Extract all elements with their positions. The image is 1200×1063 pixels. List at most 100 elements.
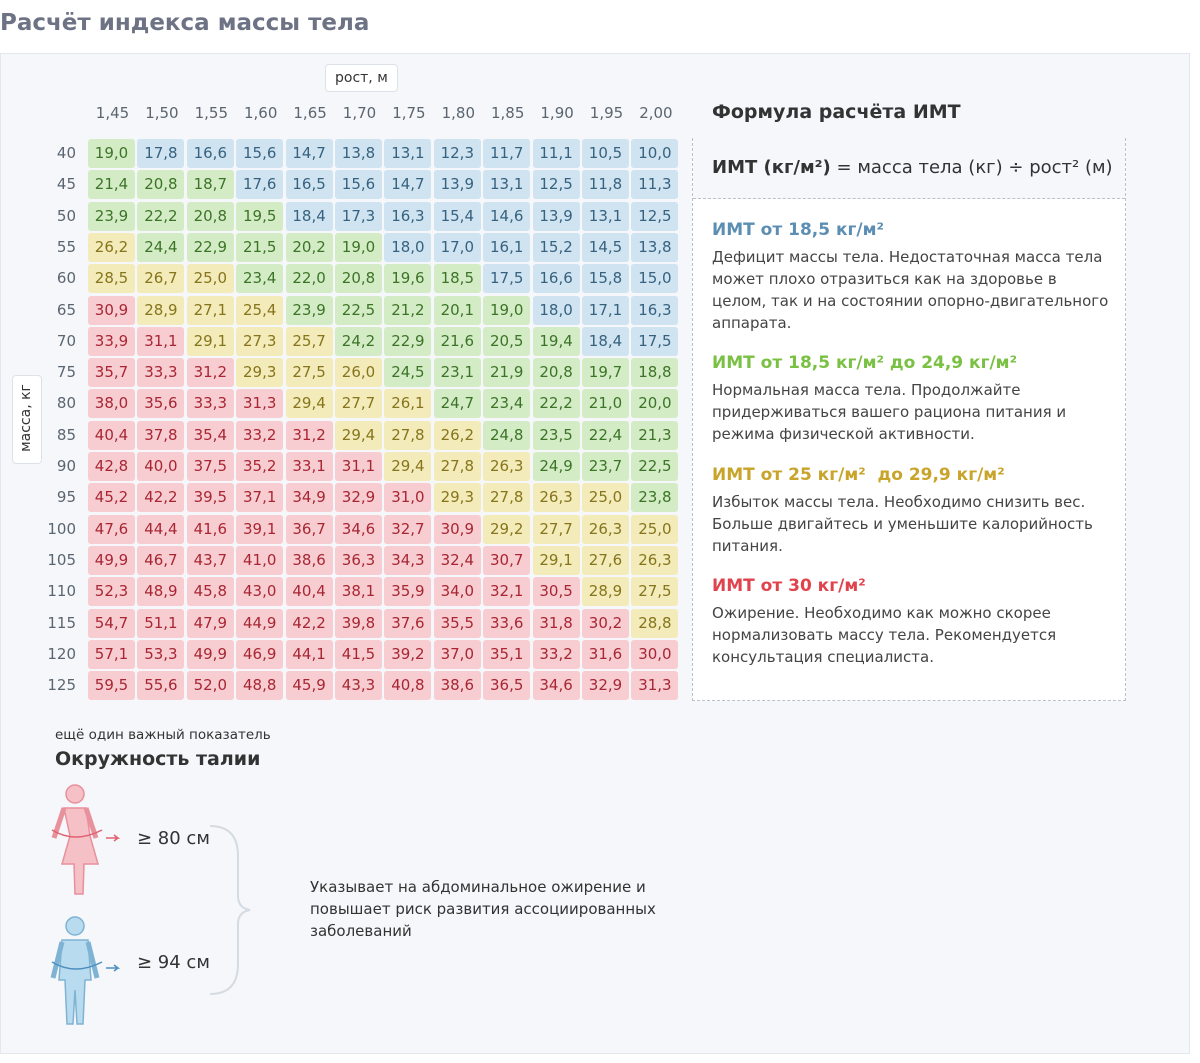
bmi-cell: 45,8 (186, 577, 234, 607)
bmi-cell: 51,1 (137, 608, 185, 638)
bmi-cell: 27,5 (631, 577, 679, 607)
bmi-cell: 25,0 (631, 514, 679, 544)
bmi-cell: 35,2 (236, 452, 284, 481)
bmi-cell: 16,6 (186, 139, 234, 168)
bmi-cell: 36,5 (483, 671, 531, 701)
bmi-cell: 28,9 (582, 577, 629, 607)
bmi-cell: 26,3 (582, 514, 629, 544)
bmi-cell: 13,1 (582, 201, 629, 231)
bmi-cell: 31,2 (285, 420, 333, 450)
bmi-cell: 34,6 (335, 514, 382, 544)
bmi-cell: 18,5 (433, 264, 481, 294)
bmi-cell: 48,8 (236, 671, 284, 701)
bmi-cell: 44,1 (285, 639, 333, 669)
bmi-cell: 43,3 (335, 671, 382, 701)
bmi-cell: 29,1 (186, 326, 234, 356)
bmi-cell: 39,1 (236, 514, 284, 544)
bmi-cell: 22,5 (335, 295, 382, 325)
bmi-cell: 18,0 (384, 232, 432, 262)
bmi-cell: 15,2 (532, 232, 580, 262)
bmi-cell: 45,9 (285, 671, 333, 701)
category-title: ИМТ от 25 кг/м² до 29,9 кг/м² (712, 465, 1005, 485)
bmi-cell: 31,1 (335, 452, 382, 481)
bmi-cell: 15,6 (335, 170, 382, 200)
row-header: 105 (47, 550, 76, 569)
bmi-cell: 40,4 (88, 420, 135, 450)
bmi-cell: 15,0 (631, 264, 679, 294)
bmi-cell: 21,0 (582, 389, 629, 419)
column-header: 1,90 (540, 104, 574, 122)
column-header: 1,50 (145, 104, 179, 122)
bmi-cell: 34,0 (433, 577, 481, 607)
bmi-cell: 33,9 (88, 326, 135, 356)
bmi-cell: 23,4 (483, 389, 531, 419)
bmi-cell: 18,4 (582, 326, 629, 356)
row-header: 85 (56, 425, 76, 444)
bmi-cell: 17,5 (631, 326, 679, 356)
bmi-cell: 18,4 (285, 201, 333, 231)
bmi-cell: 29,3 (433, 483, 481, 513)
bmi-cell: 24,4 (137, 232, 185, 262)
bmi-cell: 29,4 (335, 420, 382, 450)
bmi-cell: 46,9 (236, 639, 284, 669)
bmi-cell: 20,8 (532, 358, 580, 388)
category: ИМТ от 30 кг/м² Ожирение. Необходимо как … (712, 576, 1112, 668)
bmi-cell: 29,2 (483, 514, 531, 544)
bmi-cell: 26,3 (631, 545, 679, 575)
bmi-cell: 26,0 (335, 358, 382, 388)
bmi-cell: 35,1 (483, 639, 531, 669)
bmi-cell: 20,1 (433, 295, 481, 325)
row-header: 50 (56, 206, 76, 225)
bmi-cell: 24,2 (335, 326, 382, 356)
category-text: Ожирение. Необходимо как можно скорее но… (712, 604, 1057, 666)
row-header: 40 (56, 144, 76, 162)
bmi-cell: 36,3 (335, 545, 382, 575)
bmi-cell: 57,1 (88, 639, 135, 669)
bmi-cell: 25,4 (236, 295, 284, 325)
bmi-cell: 27,6 (582, 545, 629, 575)
bmi-cell: 19,0 (483, 295, 531, 325)
bmi-cell: 41,5 (335, 639, 382, 669)
bmi-cell: 34,9 (285, 483, 333, 513)
bmi-cell: 32,9 (335, 483, 382, 513)
bmi-cell: 20,2 (285, 232, 333, 262)
bmi-cell: 11,8 (582, 170, 629, 200)
formula-box (693, 138, 1125, 199)
bmi-cell: 23,5 (532, 420, 580, 450)
bmi-cell: 43,7 (186, 545, 234, 575)
bmi-cell: 24,5 (384, 358, 432, 388)
bmi-cell: 44,9 (236, 608, 284, 638)
bmi-cell: 38,6 (285, 545, 333, 575)
x-axis-label: рост, м (325, 64, 398, 92)
bmi-cell: 19,5 (236, 201, 284, 231)
row-header: 70 (56, 331, 76, 350)
bmi-cell: 52,3 (88, 577, 135, 607)
bmi-cell: 20,8 (186, 201, 234, 231)
bmi-cell: 13,1 (483, 170, 531, 200)
bmi-cell: 17,3 (335, 201, 382, 231)
waist-title: Окружность талии (55, 748, 261, 770)
bmi-cell: 33,1 (285, 452, 333, 481)
bmi-cell: 27,8 (483, 483, 531, 513)
bmi-cell: 22,9 (186, 232, 234, 262)
bmi-cell: 30,7 (483, 545, 531, 575)
info-title: Формула расчёта ИМТ (712, 101, 961, 123)
bmi-cell: 27,7 (532, 514, 580, 544)
bmi-cell: 16,6 (532, 264, 580, 294)
bmi-cell: 17,0 (433, 232, 481, 262)
bmi-cell: 38,6 (433, 671, 481, 701)
bmi-cell: 16,3 (631, 295, 679, 325)
bmi-cell: 34,6 (532, 671, 580, 701)
row-header: 55 (56, 237, 76, 256)
bmi-cell: 17,1 (582, 295, 629, 325)
column-header: 1,55 (194, 104, 228, 122)
bmi-cell: 13,9 (532, 201, 580, 231)
bmi-cell: 38,0 (88, 389, 135, 419)
bmi-cell: 48,9 (137, 577, 185, 607)
row-header: 120 (47, 644, 76, 663)
formula-text: = масса тела (кг) ÷ рост² (м) (836, 157, 1113, 178)
bmi-cell: 17,6 (236, 170, 284, 200)
bmi-cell: 14,7 (384, 170, 432, 200)
bmi-cell: 29,1 (532, 545, 580, 575)
bmi-cell: 33,3 (186, 389, 234, 419)
